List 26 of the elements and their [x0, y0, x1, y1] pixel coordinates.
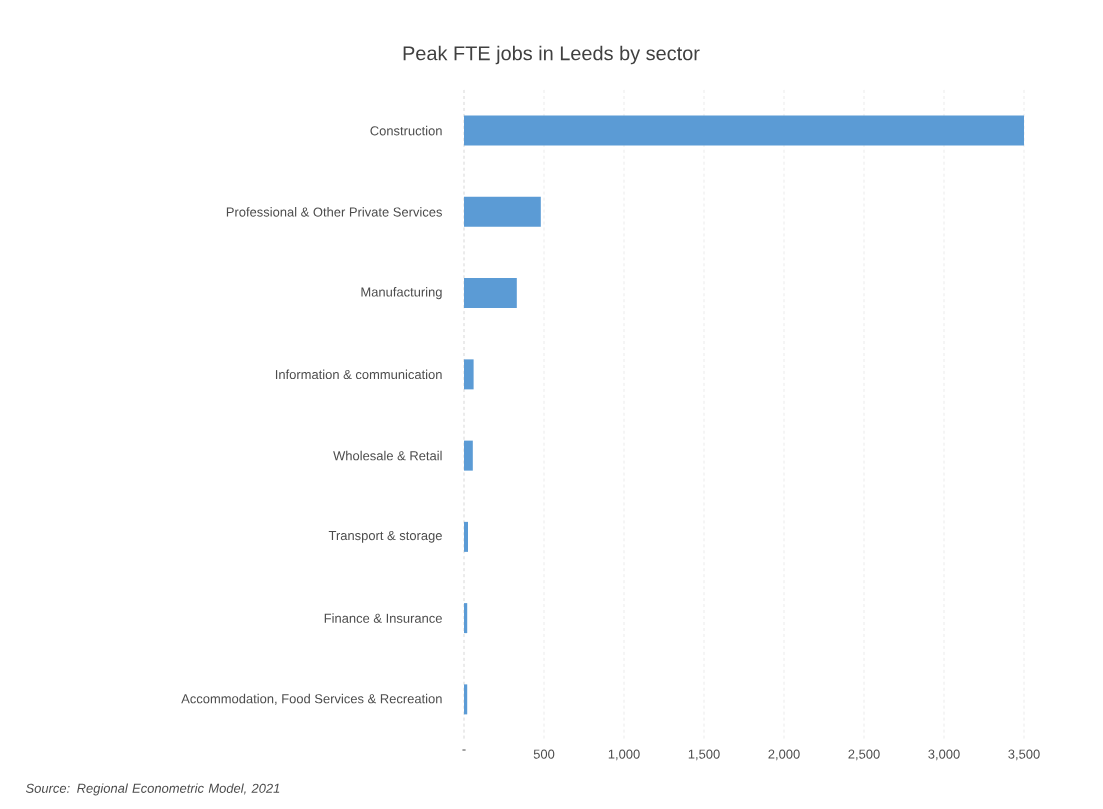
bar — [464, 115, 1025, 146]
x-tick-label: - — [462, 749, 466, 751]
text: Source: Regional Econometric Model, 2021 — [25, 783, 280, 796]
bar — [464, 196, 541, 227]
y-tick-label: Construction — [370, 125, 442, 136]
bar — [464, 278, 517, 309]
y-tick-label: Accommodation, Food Services & Recreation — [181, 693, 442, 705]
x-tick-label: 3,000 — [928, 749, 960, 761]
chart-title: Peak FTE jobs in Leeds by sector — [403, 45, 700, 65]
bar — [464, 359, 474, 390]
y-tick-label: Professional & Other Private Services — [226, 207, 442, 217]
bar — [464, 440, 473, 471]
y-tick-label: Finance & Insurance — [324, 613, 442, 623]
bar — [464, 684, 468, 715]
y-tick-label: Wholesale & Retail — [333, 450, 442, 461]
x-tick-label: 1,500 — [688, 749, 720, 761]
x-tick-label: 1,000 — [608, 749, 640, 761]
y-tick-label: Transport & storage — [328, 531, 442, 543]
x-tick-label: 3,500 — [1008, 749, 1040, 761]
y-tick-label: Information & communication — [275, 369, 442, 380]
x-tick-label: 2,500 — [848, 749, 880, 761]
y-tick-label: Manufacturing — [361, 287, 442, 300]
x-tick-label: 500 — [533, 749, 555, 759]
x-tick-label: 2,000 — [768, 749, 800, 761]
bar — [464, 521, 469, 552]
bar — [464, 603, 468, 634]
